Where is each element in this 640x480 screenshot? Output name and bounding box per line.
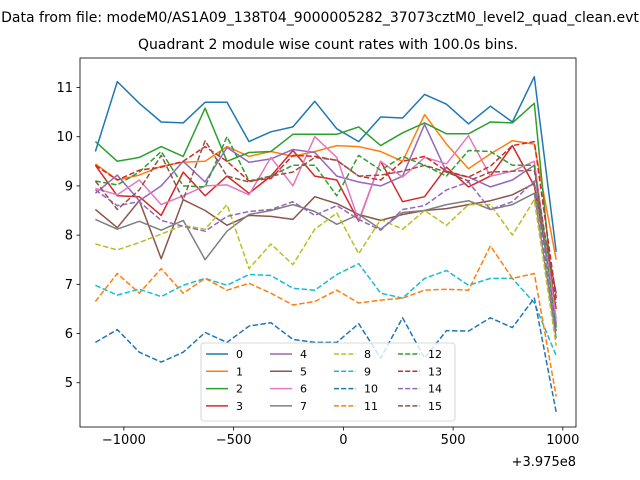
legend-label-5: 5 [300, 365, 307, 378]
legend-label-4: 4 [300, 348, 307, 361]
series-line-11 [94, 245, 557, 397]
x-offset-label: +3.975e8 [512, 455, 576, 470]
legend-box [200, 342, 456, 422]
legend-label-12: 12 [428, 348, 442, 361]
y-tick-label: 11 [56, 81, 73, 96]
series-line-9 [95, 262, 557, 356]
legend-label-3: 3 [236, 400, 243, 413]
y-tick-label: 7 [65, 278, 73, 293]
series-line-4 [94, 123, 557, 324]
legend-label-9: 9 [364, 365, 371, 378]
legend-label-0: 0 [236, 348, 243, 361]
legend-label-8: 8 [364, 348, 371, 361]
legend-label-11: 11 [364, 400, 378, 413]
series-line-8 [95, 198, 557, 346]
x-tick-label: −1000 [102, 433, 146, 448]
series-line-2 [94, 102, 557, 328]
legend-label-10: 10 [364, 383, 378, 396]
legend-label-14: 14 [428, 383, 442, 396]
series-line-0 [94, 75, 557, 252]
series-line-15 [94, 139, 557, 304]
legend-label-1: 1 [236, 365, 243, 378]
chart-title: Quadrant 2 module wise count rates with … [138, 37, 518, 53]
series-line-12 [95, 135, 557, 332]
series-line-1 [94, 113, 557, 260]
y-tick-label: 10 [56, 130, 73, 145]
x-tick-label: 1000 [546, 433, 579, 448]
y-tick-label: 6 [65, 327, 73, 342]
plot-frame [79, 57, 577, 428]
series-line-10 [95, 297, 557, 413]
legend-label-6: 6 [300, 383, 307, 396]
y-tick-label: 9 [65, 179, 73, 194]
y-tick-label: 8 [65, 229, 73, 244]
legend-label-15: 15 [428, 400, 442, 413]
series-line-7 [95, 192, 557, 339]
x-tick-label: 500 [441, 433, 466, 448]
x-tick-label: 0 [339, 433, 347, 448]
series-line-6 [95, 134, 557, 319]
x-tick-label: −500 [216, 433, 252, 448]
series-line-14 [94, 180, 557, 334]
legend-label-7: 7 [300, 400, 307, 413]
legend-label-2: 2 [236, 383, 243, 396]
series-line-5 [94, 182, 557, 294]
legend-label-13: 13 [428, 365, 442, 378]
chart-suptitle: Data from file: modeM0/AS1A09_138T04_900… [1, 10, 639, 26]
y-tick-label: 5 [65, 376, 73, 391]
series-layer [94, 75, 557, 413]
